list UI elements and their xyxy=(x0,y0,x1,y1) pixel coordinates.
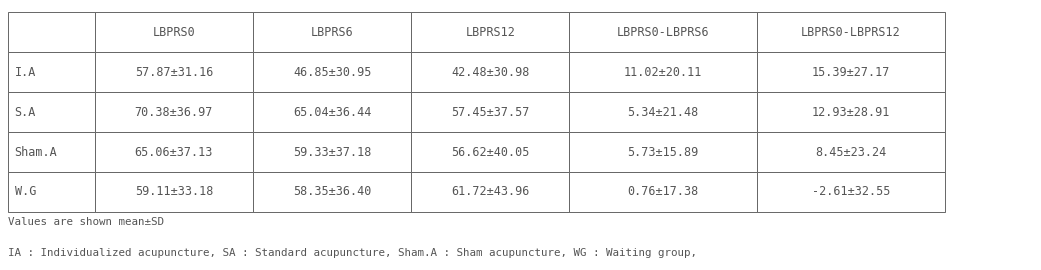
Text: 0.76±17.38: 0.76±17.38 xyxy=(628,185,699,198)
Text: 59.11±33.18: 59.11±33.18 xyxy=(134,185,213,198)
Bar xyxy=(757,92,945,132)
Text: I.A: I.A xyxy=(15,66,36,79)
Text: 11.02±20.11: 11.02±20.11 xyxy=(624,66,703,79)
Text: LBPRS0-LBPRS6: LBPRS0-LBPRS6 xyxy=(617,26,709,39)
Text: 65.06±37.13: 65.06±37.13 xyxy=(134,146,213,158)
Bar xyxy=(95,12,253,52)
Bar xyxy=(411,172,569,212)
Bar xyxy=(411,92,569,132)
Bar xyxy=(8,12,95,52)
Bar xyxy=(253,132,411,172)
Bar xyxy=(253,172,411,212)
Bar xyxy=(757,12,945,52)
Text: 65.04±36.44: 65.04±36.44 xyxy=(293,106,372,119)
Bar xyxy=(569,12,757,52)
Bar xyxy=(253,12,411,52)
Bar xyxy=(8,172,95,212)
Text: 12.93±28.91: 12.93±28.91 xyxy=(812,106,890,119)
Bar xyxy=(253,92,411,132)
Text: 5.73±15.89: 5.73±15.89 xyxy=(628,146,699,158)
Bar xyxy=(569,52,757,92)
Text: -2.61±32.55: -2.61±32.55 xyxy=(812,185,890,198)
Bar xyxy=(8,52,95,92)
Bar xyxy=(569,172,757,212)
Text: 59.33±37.18: 59.33±37.18 xyxy=(293,146,372,158)
Bar xyxy=(411,132,569,172)
Bar xyxy=(757,172,945,212)
Text: Values are shown mean±SD: Values are shown mean±SD xyxy=(8,217,164,227)
Text: 61.72±43.96: 61.72±43.96 xyxy=(451,185,530,198)
Bar xyxy=(95,172,253,212)
Bar xyxy=(95,52,253,92)
Bar xyxy=(253,52,411,92)
Text: 15.39±27.17: 15.39±27.17 xyxy=(812,66,890,79)
Text: LBPRS0: LBPRS0 xyxy=(152,26,196,39)
Text: LBPRS6: LBPRS6 xyxy=(310,26,354,39)
Text: W.G: W.G xyxy=(15,185,36,198)
Text: LBPRS0-LBPRS12: LBPRS0-LBPRS12 xyxy=(802,26,900,39)
Bar xyxy=(569,92,757,132)
Text: IA : Individualized acupuncture, SA : Standard acupuncture, Sham.A : Sham acupun: IA : Individualized acupuncture, SA : St… xyxy=(8,248,697,258)
Bar xyxy=(411,12,569,52)
Text: 8.45±23.24: 8.45±23.24 xyxy=(815,146,887,158)
Text: 42.48±30.98: 42.48±30.98 xyxy=(451,66,530,79)
Text: 57.87±31.16: 57.87±31.16 xyxy=(134,66,213,79)
Bar xyxy=(411,52,569,92)
Text: 56.62±40.05: 56.62±40.05 xyxy=(451,146,530,158)
Bar xyxy=(95,92,253,132)
Text: S.A: S.A xyxy=(15,106,36,119)
Bar xyxy=(8,92,95,132)
Text: LBPRS12: LBPRS12 xyxy=(465,26,515,39)
Text: 70.38±36.97: 70.38±36.97 xyxy=(134,106,213,119)
Bar xyxy=(757,132,945,172)
Text: 46.85±30.95: 46.85±30.95 xyxy=(293,66,372,79)
Bar xyxy=(8,132,95,172)
Text: 5.34±21.48: 5.34±21.48 xyxy=(628,106,699,119)
Bar xyxy=(95,132,253,172)
Bar xyxy=(569,132,757,172)
Text: 57.45±37.57: 57.45±37.57 xyxy=(451,106,530,119)
Text: 58.35±36.40: 58.35±36.40 xyxy=(293,185,372,198)
Bar xyxy=(757,52,945,92)
Text: Sham.A: Sham.A xyxy=(15,146,57,158)
